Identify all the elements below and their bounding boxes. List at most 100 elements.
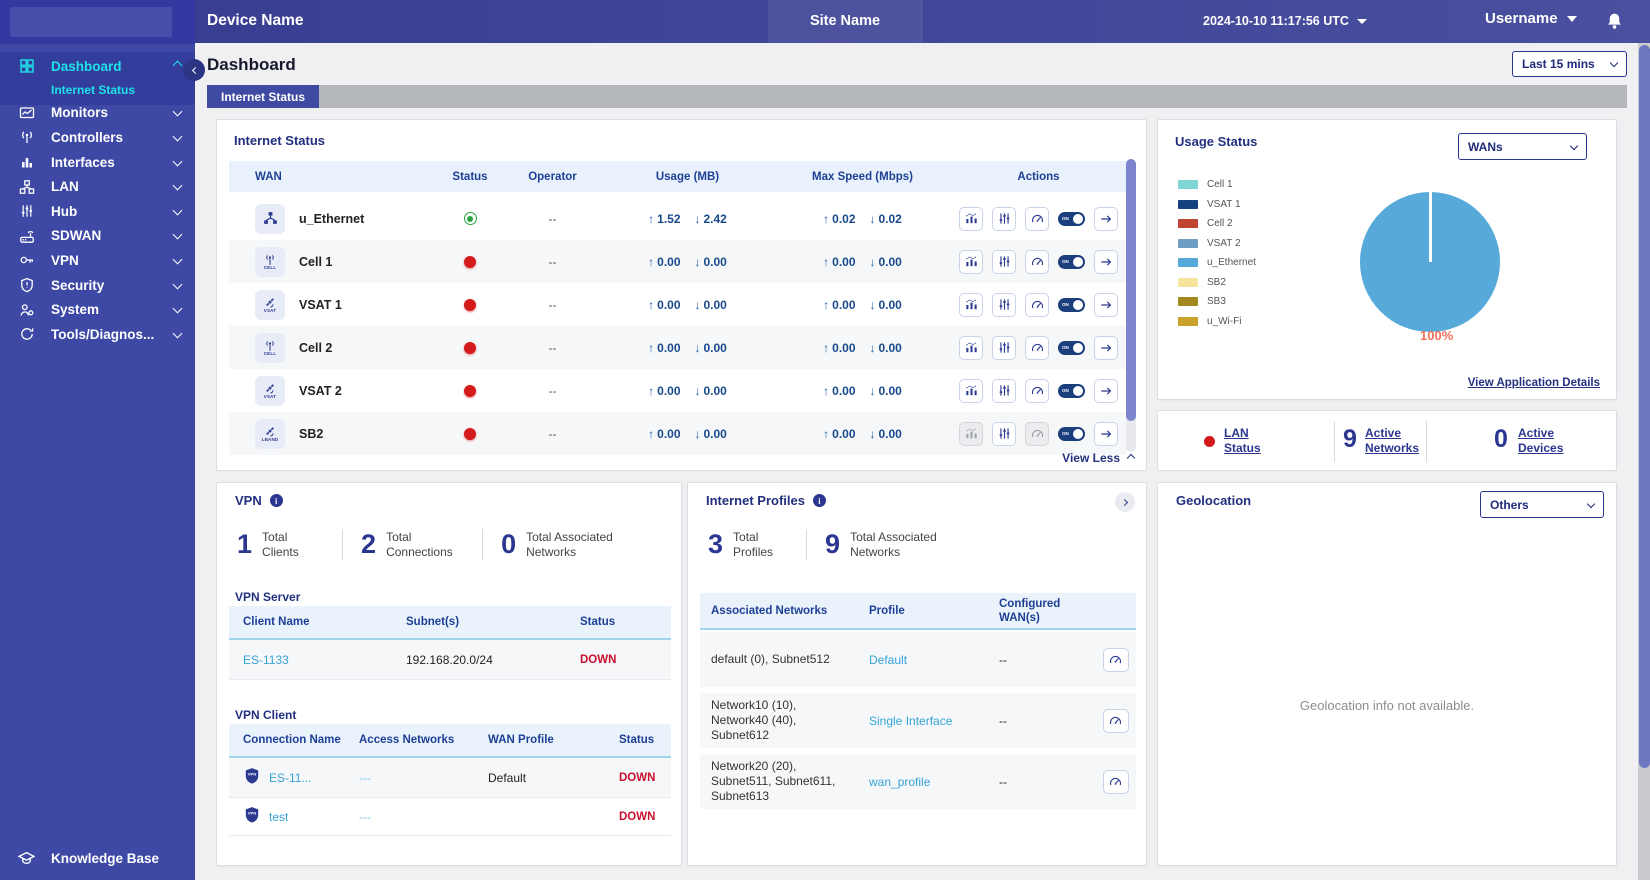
chevron-left-icon <box>191 66 199 74</box>
wan-enable-toggle[interactable]: ON <box>1058 254 1085 269</box>
status-down-indicator <box>464 384 476 397</box>
cell-antenna-icon: CELL <box>255 332 285 363</box>
status-down-indicator <box>464 255 476 268</box>
gauge-action-button[interactable] <box>1025 378 1049 403</box>
sliders-action-button[interactable] <box>992 421 1016 446</box>
gauge-action-button[interactable] <box>1102 769 1129 794</box>
sidebar-item-monitors[interactable]: Monitors <box>0 101 195 126</box>
divider <box>1426 421 1427 462</box>
ethernet-icon <box>255 203 285 234</box>
chart-action-button[interactable] <box>959 206 983 231</box>
notification-bell-icon[interactable] <box>1605 11 1624 34</box>
monitors-icon <box>18 104 35 121</box>
usage-values: ↑ 0.00 ↓ 0.00 <box>648 297 727 312</box>
gauge-action-button[interactable] <box>1025 292 1049 317</box>
internet-status-title: Internet Status <box>234 133 326 148</box>
usage-values: ↑ 1.52 ↓ 2.42 <box>648 211 727 226</box>
chart-action-button[interactable] <box>959 335 983 360</box>
sidebar-item-hub[interactable]: Hub <box>0 199 195 224</box>
scrollbar-thumb[interactable] <box>1126 159 1136 421</box>
logo-band <box>0 0 195 44</box>
wan-enable-toggle[interactable]: ON <box>1058 426 1085 441</box>
sidebar-item-vpn[interactable]: VPN <box>0 248 195 273</box>
table-scrollbar[interactable] <box>1126 159 1136 452</box>
active-devices-link[interactable]: Active Devices <box>1518 426 1564 455</box>
tab-internet-status[interactable]: Internet Status <box>207 85 319 108</box>
arrow-right-action-button[interactable] <box>1094 292 1118 317</box>
arrow-right-action-button[interactable] <box>1094 378 1118 403</box>
sidebar-item-controllers[interactable]: Controllers <box>0 125 195 150</box>
lan-status-link[interactable]: LAN Status <box>1224 426 1261 455</box>
gauge-action-button[interactable] <box>1025 335 1049 360</box>
arrow-right-action-button[interactable] <box>1094 249 1118 274</box>
profile-link[interactable]: Single Interface <box>869 713 953 728</box>
caret-down-icon <box>1566 15 1577 22</box>
gauge-action-button-disabled <box>1025 421 1049 446</box>
vsat-satellite-icon: VSAT <box>255 375 285 406</box>
chart-action-button[interactable] <box>959 249 983 274</box>
sidebar-item-knowledge-base[interactable]: Knowledge Base <box>0 843 195 873</box>
gauge-action-button[interactable] <box>1025 206 1049 231</box>
info-icon[interactable]: i <box>269 494 283 507</box>
tab-strip: Internet Status <box>207 85 1627 108</box>
wan-enable-toggle[interactable]: ON <box>1058 297 1085 312</box>
sidebar-item-sdwan[interactable]: SDWAN <box>0 224 195 249</box>
usage-filter-select[interactable]: WANs <box>1458 133 1587 160</box>
svg-text:VPN: VPN <box>248 810 256 815</box>
chart-action-button[interactable] <box>959 378 983 403</box>
sidebar-item-internet-status[interactable]: Internet Status <box>0 79 195 101</box>
profile-link[interactable]: wan_profile <box>869 774 931 789</box>
view-application-details-link[interactable]: View Application Details <box>1467 377 1600 389</box>
total-profiles-count: 3 <box>708 529 724 559</box>
sidebar-item-lan[interactable]: LAN <box>0 174 195 199</box>
active-networks-link[interactable]: Active Networks <box>1365 426 1420 455</box>
arrow-right-action-button[interactable] <box>1094 206 1118 231</box>
legend-swatch <box>1178 238 1198 248</box>
timestamp-dropdown[interactable]: 2024-10-10 11:17:56 UTC <box>1203 14 1367 28</box>
arrow-right-action-button[interactable] <box>1094 335 1118 360</box>
sliders-action-button[interactable] <box>992 292 1016 317</box>
shield-icon <box>18 277 35 294</box>
sliders-action-button[interactable] <box>992 335 1016 360</box>
sidebar-item-tools-diagnostics[interactable]: Tools/Diagnos... <box>0 322 195 347</box>
view-less-button[interactable]: View Less <box>1062 451 1136 465</box>
expand-profiles-button[interactable] <box>1115 492 1135 512</box>
vpn-connection-name-link[interactable]: test <box>269 809 289 824</box>
sidebar-item-dashboard[interactable]: Dashboard <box>0 54 195 79</box>
chevron-up-icon <box>1126 453 1136 463</box>
username-dropdown[interactable]: Username <box>1485 10 1577 27</box>
vpn-client-title: VPN Client <box>235 708 297 722</box>
wan-enable-toggle[interactable]: ON <box>1058 340 1085 355</box>
sidebar-item-interfaces[interactable]: Interfaces <box>0 150 195 175</box>
sidebar-item-label: VPN <box>51 252 79 268</box>
wan-enable-toggle[interactable]: ON <box>1058 383 1085 398</box>
speed-values: ↑ 0.02 ↓ 0.02 <box>823 211 902 226</box>
scrollbar-thumb[interactable] <box>1638 45 1650 768</box>
vpn-subnets: 192.168.20.0/24 <box>406 652 493 667</box>
operator-value: -- <box>548 383 557 398</box>
sidebar-item-security[interactable]: Security <box>0 273 195 298</box>
legend-item: u_Ethernet <box>1178 253 1256 273</box>
usage-pie-chart <box>1360 192 1500 332</box>
sliders-action-button[interactable] <box>992 378 1016 403</box>
page-scrollbar[interactable] <box>1638 43 1650 880</box>
vpn-client-name-link[interactable]: ES-1133 <box>243 652 289 667</box>
sliders-action-button[interactable] <box>992 249 1016 274</box>
vpn-client-table-header: Connection Name Access Networks WAN Prof… <box>229 724 671 758</box>
info-icon[interactable]: i <box>812 494 826 507</box>
status-down-indicator <box>464 298 476 311</box>
wan-enable-toggle[interactable]: ON <box>1058 211 1085 226</box>
profile-link[interactable]: Default <box>869 652 908 667</box>
geolocation-filter-select[interactable]: Others <box>1480 491 1604 518</box>
chart-action-button[interactable] <box>959 292 983 317</box>
sliders-action-button[interactable] <box>992 206 1016 231</box>
gauge-action-button[interactable] <box>1102 647 1129 672</box>
vpn-connection-name-link[interactable]: ES-11... <box>269 770 312 785</box>
gauge-action-button[interactable] <box>1102 708 1129 733</box>
sidebar-item-system[interactable]: System <box>0 297 195 322</box>
chevron-down-icon <box>172 156 183 167</box>
arrow-right-action-button[interactable] <box>1094 421 1118 446</box>
sidebar-collapse-button[interactable] <box>183 59 205 81</box>
gauge-action-button[interactable] <box>1025 249 1049 274</box>
time-range-select[interactable]: Last 15 mins <box>1512 51 1627 77</box>
